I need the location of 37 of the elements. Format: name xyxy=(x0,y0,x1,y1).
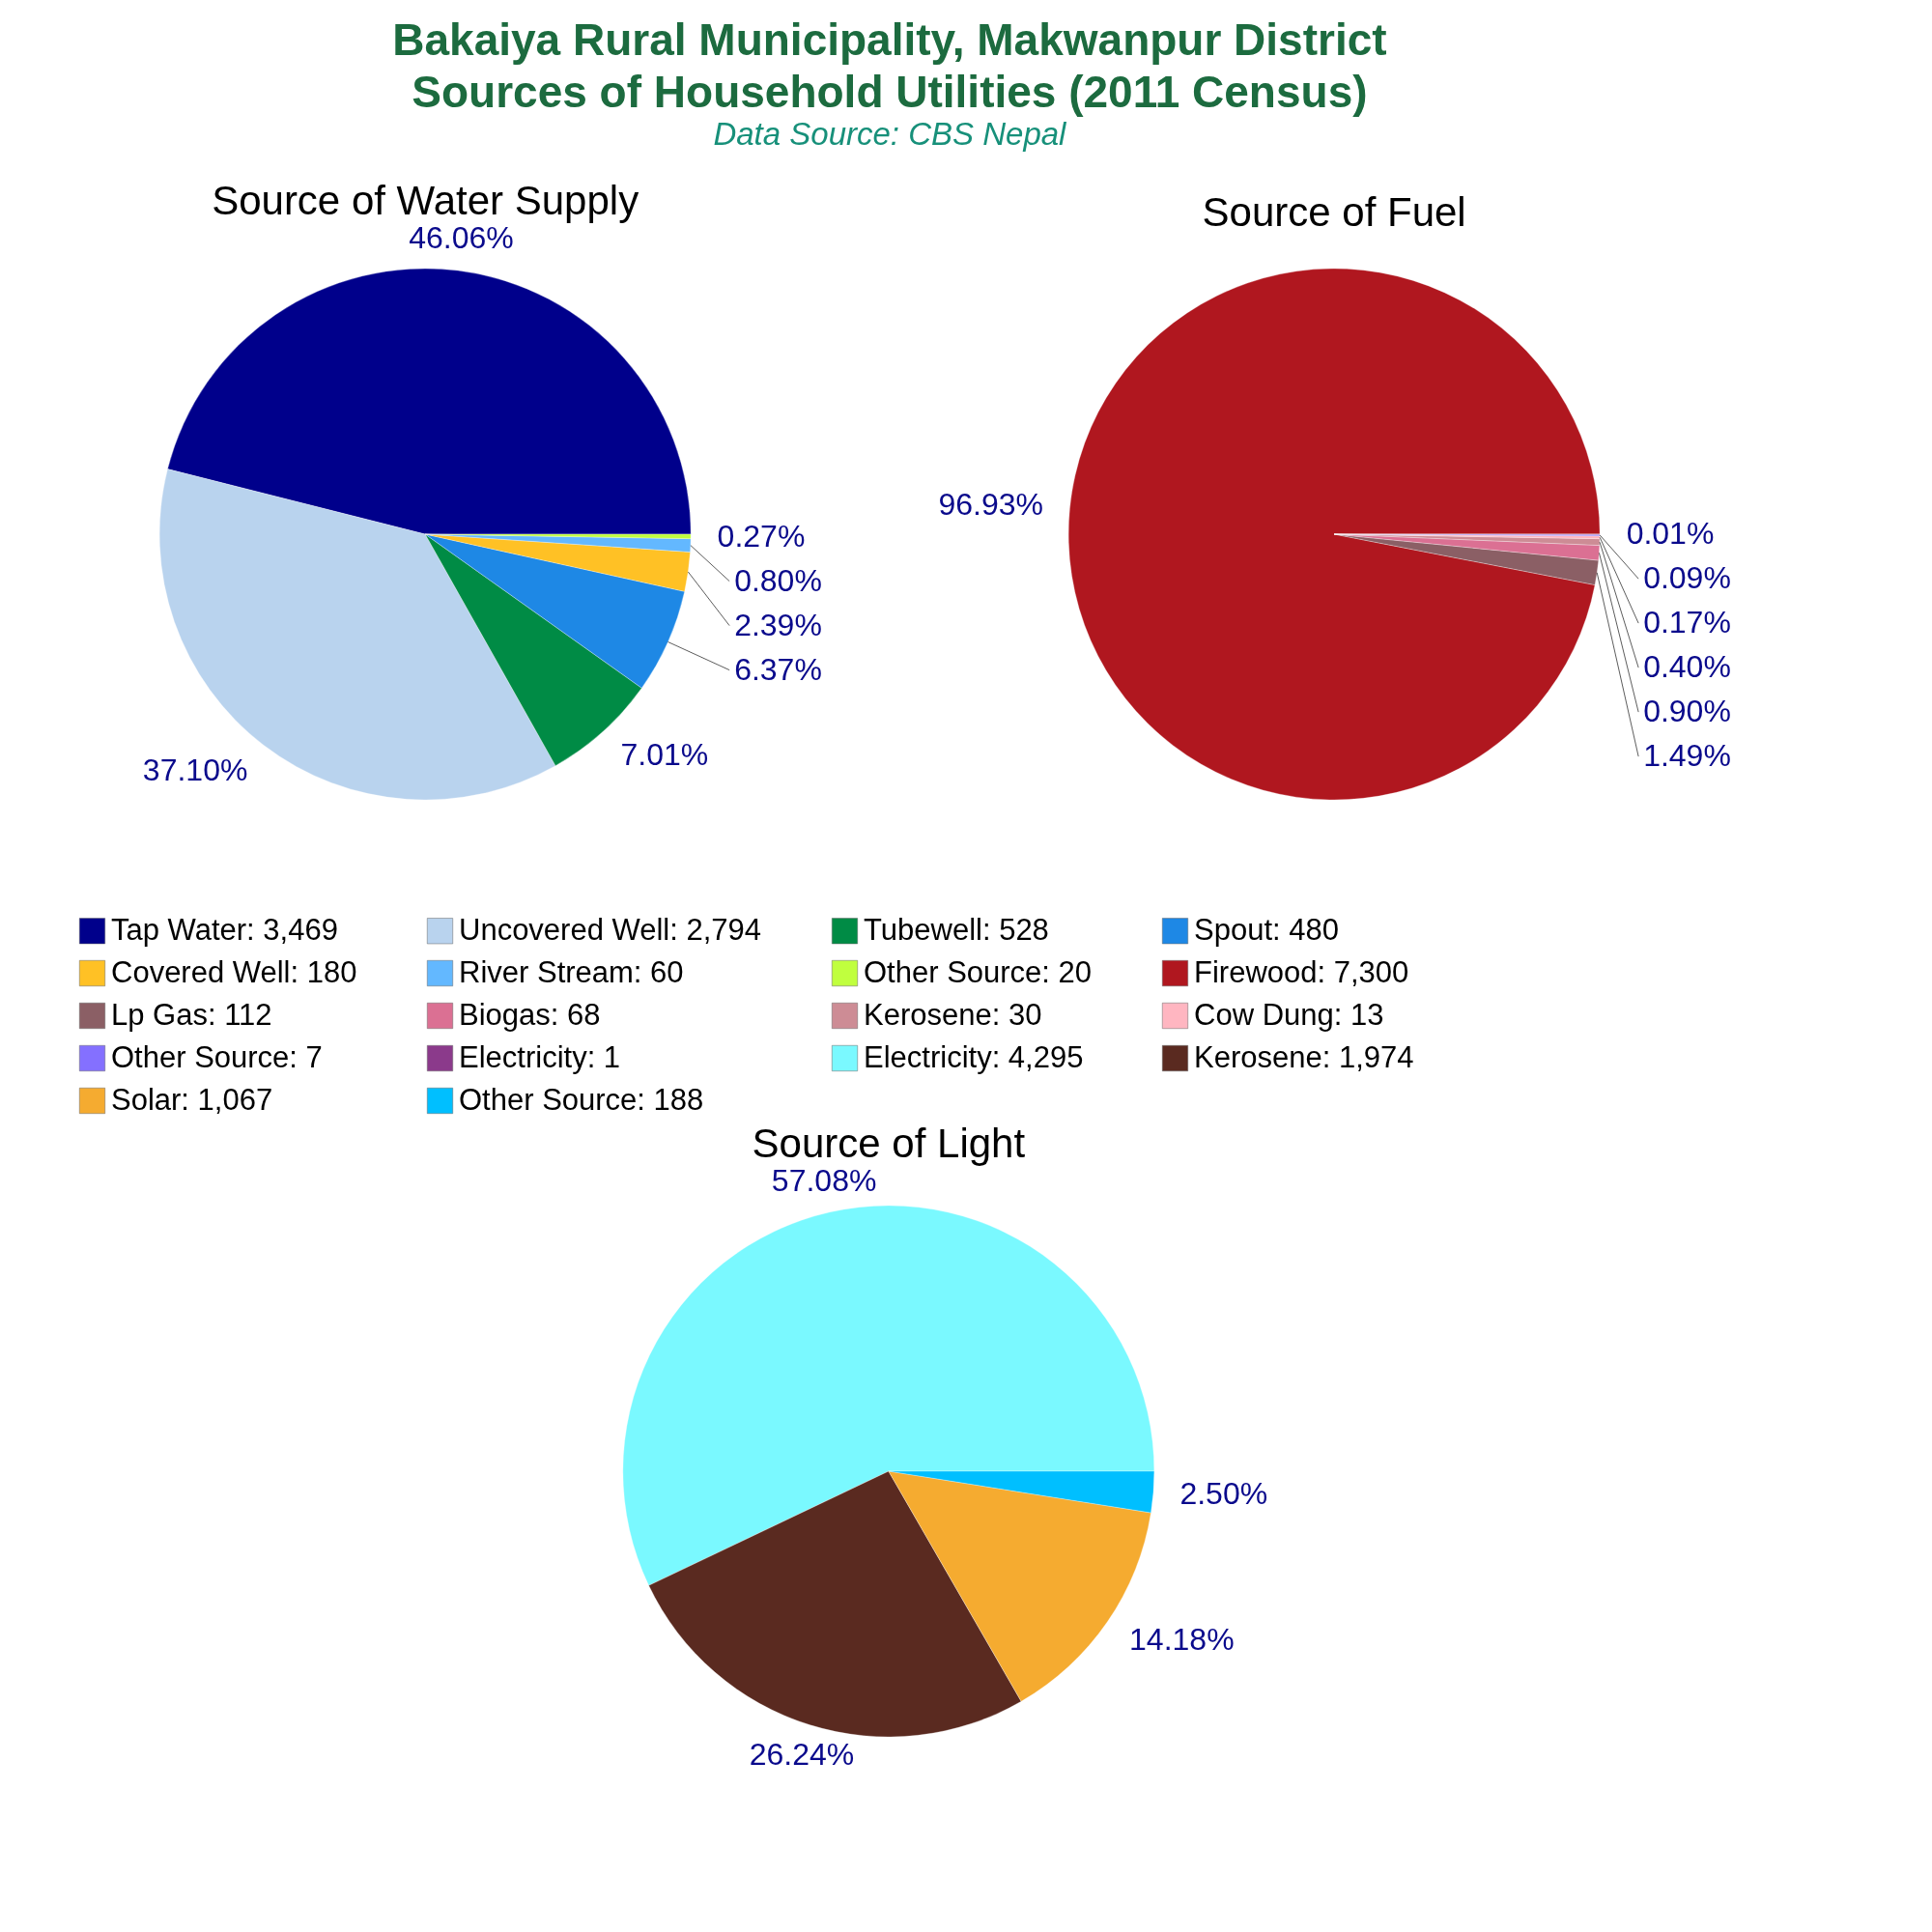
data-label: 0.90% xyxy=(1643,694,1731,729)
data-label: 37.10% xyxy=(142,752,248,787)
legend-label: Electricity: 1 xyxy=(459,1039,621,1074)
legend-label: Cow Dung: 13 xyxy=(1194,997,1384,1032)
data-label: 0.09% xyxy=(1643,560,1731,596)
text: Bakaiya Rural Municipality, Makwanpur District Sources of Household Utilities (2011 Census) xyxy=(392,14,1387,118)
legend-label: Lp Gas: 112 xyxy=(111,997,272,1032)
data-label: 1.49% xyxy=(1643,738,1731,774)
legend-label: Uncovered Well: 2,794 xyxy=(459,912,762,947)
legend-label: Solar: 1,067 xyxy=(111,1082,273,1117)
data-label: 0.01% xyxy=(1626,516,1715,552)
legend-label: Biogas: 68 xyxy=(459,997,601,1032)
data-label: 0.17% xyxy=(1643,605,1731,640)
legend-label: Firewood: 7,300 xyxy=(1194,954,1409,989)
legend-label: Spout: 480 xyxy=(1194,912,1339,947)
chart-title: Source of Fuel xyxy=(1202,189,1466,235)
legend-label: Other Source: 20 xyxy=(864,954,1093,989)
legend-label: Tubewell: 528 xyxy=(864,912,1049,947)
data-label: 0.40% xyxy=(1643,649,1731,685)
data-label: 2.39% xyxy=(734,607,822,642)
legend-label: Other Source: 7 xyxy=(111,1039,323,1074)
legend-label: Electricity: 4,295 xyxy=(864,1039,1084,1074)
data-label: 96.93% xyxy=(938,487,1044,523)
data-label: 6.37% xyxy=(734,651,822,687)
legend-label: Other Source: 188 xyxy=(459,1082,704,1117)
data-label: 2.50% xyxy=(1179,1476,1268,1512)
legend-label: River Stream: 60 xyxy=(459,954,684,989)
data-label: 14.18% xyxy=(1129,1621,1235,1657)
text: Data Source: CBS Nepal xyxy=(713,116,1068,153)
legend-label: Kerosene: 30 xyxy=(864,997,1042,1032)
data-label: 0.27% xyxy=(717,518,806,554)
legend-label: Kerosene: 1,974 xyxy=(1194,1039,1414,1074)
legend-label: Tap Water: 3,469 xyxy=(111,912,338,947)
data-label: 26.24% xyxy=(749,1737,855,1773)
data-label: 7.01% xyxy=(620,736,709,772)
legend-label: Covered Well: 180 xyxy=(111,954,357,989)
data-label: 0.80% xyxy=(734,562,822,598)
